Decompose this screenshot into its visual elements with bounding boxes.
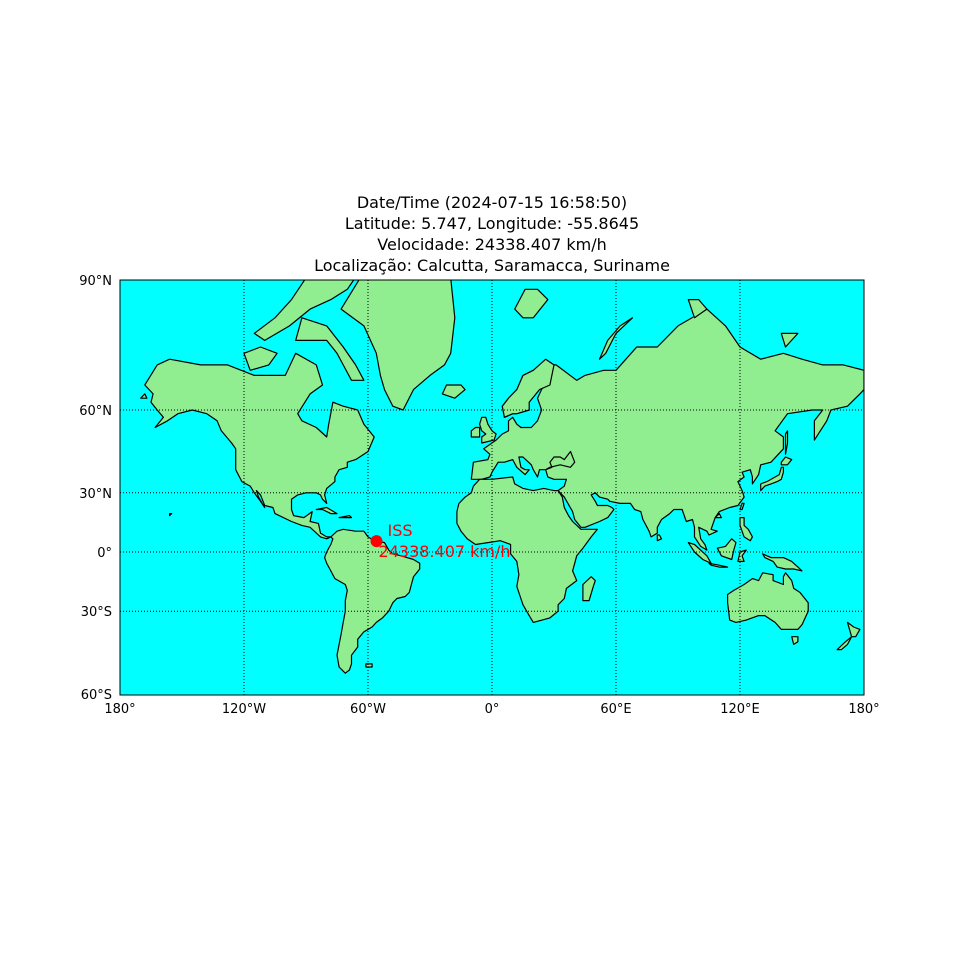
landmass [582, 576, 596, 602]
landmass [687, 299, 708, 319]
landmass [501, 358, 555, 418]
longitude-label: 0° [485, 702, 500, 717]
landmass [714, 512, 723, 519]
landmass [656, 534, 663, 542]
landmass [315, 506, 338, 515]
longitude-label: 180° [848, 702, 879, 717]
landmass [791, 636, 799, 646]
landmass [760, 466, 785, 492]
land-layer [140, 280, 864, 674]
longitude-label: 180° [104, 702, 135, 717]
landmass [846, 621, 861, 638]
longitude-label: 120°W [222, 702, 266, 717]
landmass [324, 528, 421, 674]
landmass [708, 562, 729, 568]
landmass [762, 553, 803, 572]
latitude-label: 60°N [79, 404, 112, 419]
title-datetime: Date/Time (2024-07-15 16:58:50) [356, 193, 628, 212]
latitude-label: 30°N [79, 487, 112, 502]
landmass [441, 384, 466, 399]
graticule [120, 280, 864, 695]
longitude-label: 60°W [350, 702, 386, 717]
landmass [456, 476, 599, 624]
landmass [295, 317, 365, 381]
latitude-label: 60°S [81, 688, 112, 703]
landmass [338, 514, 353, 519]
landmass [169, 512, 173, 517]
latitude-label: 90°N [79, 274, 112, 289]
iss-label: ISS [388, 521, 413, 540]
landmass [365, 663, 373, 668]
longitude-label: 60°E [600, 702, 631, 717]
landmass [780, 332, 799, 348]
map-frame [119, 279, 865, 696]
landmass [739, 516, 754, 542]
landmass [144, 352, 375, 540]
landmass [243, 346, 278, 371]
landmass [716, 538, 737, 561]
landmass [726, 572, 809, 631]
landmass [739, 502, 745, 511]
latitude-label: 30°S [81, 605, 112, 620]
landmass [340, 280, 456, 411]
iss-marker-group: ISS 24338.407 km/h [370, 521, 511, 561]
landmass [253, 280, 355, 341]
longitude-label: 120°E [720, 702, 760, 717]
landmass [780, 456, 793, 466]
title-location: Localização: Calcutta, Saramacca, Surina… [314, 256, 670, 275]
landmass [514, 288, 549, 319]
latitude-label: 0° [97, 546, 112, 561]
landmass [598, 317, 634, 360]
landmass [140, 393, 148, 399]
landmass [784, 430, 789, 455]
title-coordinates: Latitude: 5.747, Longitude: -55.8645 [344, 214, 640, 233]
landmass [470, 426, 481, 438]
map-title: Date/Time (2024-07-15 16:58:50) Latitude… [0, 192, 960, 276]
iss-marker [370, 535, 383, 548]
title-velocity: Velocidade: 24338.407 km/h [377, 235, 607, 254]
iss-speed-label: 24338.407 km/h [379, 542, 511, 561]
landmass [836, 636, 853, 651]
